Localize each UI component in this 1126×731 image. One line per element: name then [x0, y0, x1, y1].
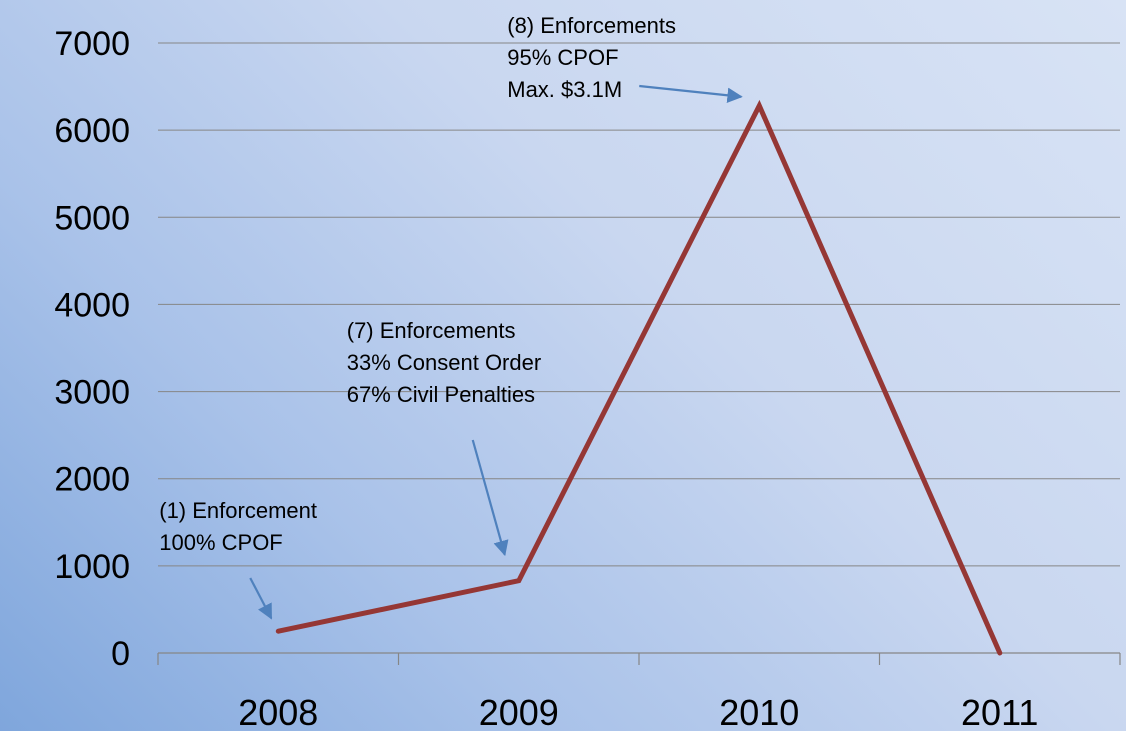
y-tick-label: 0 [111, 635, 130, 673]
annotation-text-line: (7) Enforcements [347, 318, 516, 343]
x-tick-label: 2011 [961, 692, 1038, 731]
x-tick-label: 2008 [238, 692, 318, 731]
annotation-arrow [249, 577, 273, 620]
annotation-text-line: 33% Consent Order [347, 350, 541, 375]
annotation-arrow [471, 439, 509, 557]
x-axis [157, 652, 1121, 665]
series-lines [275, 99, 1003, 656]
y-tick-label: 5000 [54, 199, 130, 237]
y-tick-label: 3000 [54, 374, 130, 412]
y-tick-label: 4000 [54, 286, 130, 324]
annotation-text-line: 67% Civil Penalties [347, 382, 535, 407]
annotation-text-line: (1) Enforcement [159, 498, 317, 523]
y-axis-tick-labels: 0 1000 2000 3000 4000 5000 6000 7000 [54, 25, 130, 673]
annotation-text-line: 100% CPOF [159, 530, 283, 555]
annotation-text-line: 95% CPOF [507, 45, 618, 70]
series-line [275, 99, 1003, 656]
x-tick-label: 2009 [479, 692, 559, 731]
y-tick-label: 6000 [54, 112, 130, 150]
y-tick-label: 2000 [54, 461, 130, 499]
y-tick-label: 7000 [54, 25, 130, 63]
x-tick-label: 2010 [719, 692, 799, 731]
x-axis-tick-labels: 2008 2009 2010 2011 [238, 692, 1038, 731]
gridlines [158, 42, 1120, 567]
annotations: (1) Enforcement 100% CPOF (7) Enforcements… [159, 13, 743, 620]
annotation-text-line: (8) Enforcements [507, 13, 676, 38]
annotation-text-line: Max. $3.1M [507, 77, 622, 102]
annotation-arrow [639, 84, 743, 103]
y-tick-label: 1000 [54, 548, 130, 586]
